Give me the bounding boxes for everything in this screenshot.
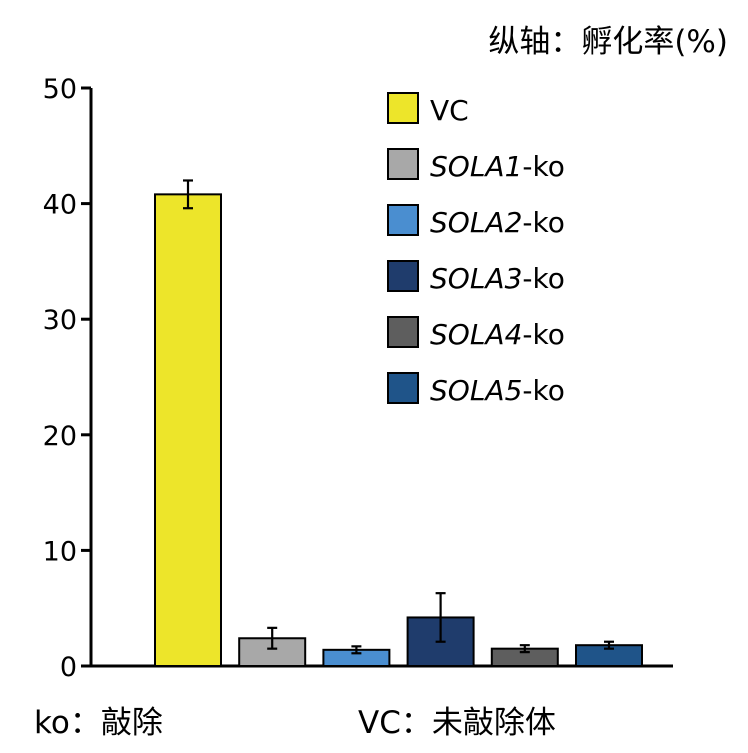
y-tick-label: 10 [43,536,77,567]
y-tick-label: 50 [43,74,77,105]
bar-vc [154,193,222,668]
legend-label-gene: VC [430,94,469,127]
legend-swatch [387,260,419,292]
legend-label-gene: SOLA5 [430,374,522,407]
axes: 0 10 20 30 40 50 [43,74,673,683]
legend-swatch [387,148,419,180]
legend-label-gene: SOLA1 [430,150,522,183]
legend-label: SOLA3-ko [430,262,565,295]
bars [154,179,643,668]
legend: VCSOLA1-koSOLA2-koSOLA3-koSOLA4-koSOLA5-… [387,92,565,407]
y-tick-label: 30 [43,305,77,336]
abbreviation-note-vc: VC：未敲除体 [358,705,556,741]
legend-label-suffix: -ko [522,150,564,183]
y-axis-label: 纵轴：孵化率(%) [488,24,728,60]
y-tick-label: 0 [60,652,77,683]
legend-label-gene: SOLA2 [430,206,522,239]
y-tick-label: 20 [43,421,77,452]
legend-label: SOLA1-ko [430,150,565,183]
legend-swatch [387,204,419,236]
legend-swatch [387,92,419,124]
legend-label-suffix: -ko [522,262,564,295]
legend-label-suffix: -ko [522,318,564,351]
legend-label-suffix: -ko [522,206,564,239]
legend-swatch [387,316,419,348]
legend-swatch [387,372,419,404]
legend-label: SOLA5-ko [430,374,565,407]
legend-label: SOLA2-ko [430,206,565,239]
legend-label-suffix: -ko [522,374,564,407]
legend-label-gene: SOLA3 [430,262,522,295]
legend-label: SOLA4-ko [430,318,565,351]
legend-label: VC [430,94,469,127]
y-tick-label: 40 [43,190,77,221]
abbreviation-note-ko: ko：敲除 [34,705,163,741]
legend-label-gene: SOLA4 [430,318,522,351]
